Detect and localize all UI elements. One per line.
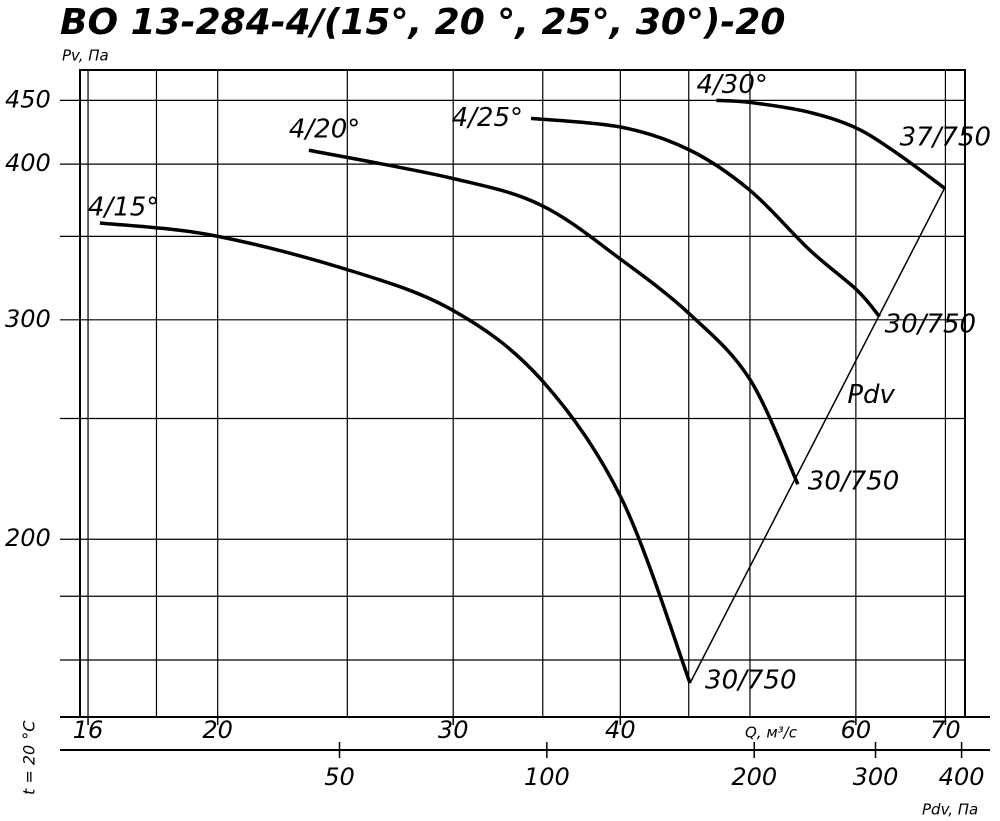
curve-label: 4/15° [88,192,159,222]
pdv-line [689,187,946,684]
curve [99,221,692,684]
x2-tick-label: 400 [939,763,985,791]
x-axis-label: Q, м³/с [745,724,798,742]
curve-end-label: 37/750 [900,123,991,153]
temperature-note: t = 20 °C [20,720,39,795]
x2-axis-label: Pdv, Па [922,801,978,819]
x2-tick-label: 100 [524,763,570,791]
curve [530,116,881,318]
curve-end-label: 30/750 [885,309,976,339]
curve-label: 4/30° [696,70,767,100]
curve-label: 4/25° [452,103,523,133]
pdv-label: Pdv [847,380,895,410]
curve-end-label: 30/750 [705,666,796,696]
plot-frame [79,69,966,718]
y-tick-label: 300 [5,305,51,333]
x2-tick-label: 300 [853,763,899,791]
y-axis-label: Pv, Па [62,47,109,65]
y-tick-label: 450 [5,85,51,113]
y-tick-label: 400 [5,149,51,177]
chart-title: ВО 13-284-4/(15°, 20 °, 25°, 30°)-20 [60,2,785,43]
y-tick-label: 200 [5,524,51,552]
x2-tick-label: 200 [731,763,777,791]
curve-end-label: 30/750 [808,467,899,497]
curve [308,148,800,485]
curve [716,98,946,190]
x2-tick-label: 50 [324,763,355,791]
curve-label: 4/20° [289,115,360,145]
